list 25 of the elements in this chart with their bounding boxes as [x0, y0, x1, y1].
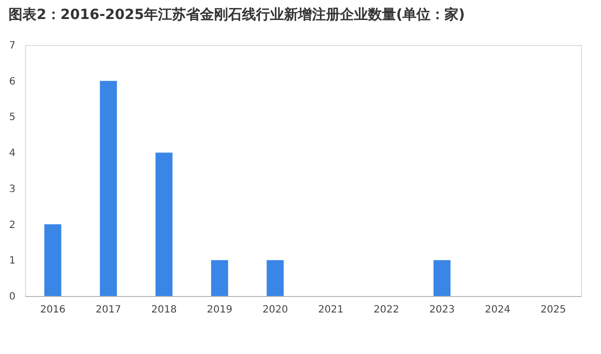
- x-tick-label: 2016: [40, 304, 66, 316]
- y-tick-label: 0: [9, 292, 16, 302]
- bar: [266, 260, 284, 296]
- bar: [434, 260, 450, 296]
- x-tick-label: 2022: [374, 304, 400, 316]
- x-tick-label: 2019: [206, 304, 232, 316]
- y-tick-label: 1: [9, 256, 16, 267]
- y-tick-label: 5: [9, 112, 16, 124]
- x-tick-label: 2023: [429, 304, 455, 316]
- x-tick-label: 2017: [96, 304, 122, 316]
- y-tick-label: 6: [9, 76, 16, 88]
- y-tick-label: 2: [9, 220, 16, 231]
- x-tick-label: 2018: [151, 304, 177, 316]
- x-tick-label: 2025: [540, 304, 566, 316]
- bar: [211, 260, 228, 296]
- x-tick-label: 2021: [318, 304, 344, 316]
- x-tick-label: 2024: [484, 304, 510, 316]
- y-tick-label: 4: [9, 148, 16, 160]
- y-tick-label: 3: [9, 184, 16, 195]
- x-tick-label: 2020: [262, 304, 288, 316]
- chart-title: 图表2：2016-2025年江苏省金刚石线行业新增注册企业数量(单位：家): [8, 6, 465, 23]
- bar: [156, 152, 172, 296]
- bar: [44, 224, 62, 296]
- bar: [100, 80, 117, 296]
- y-tick-label: 7: [9, 40, 16, 52]
